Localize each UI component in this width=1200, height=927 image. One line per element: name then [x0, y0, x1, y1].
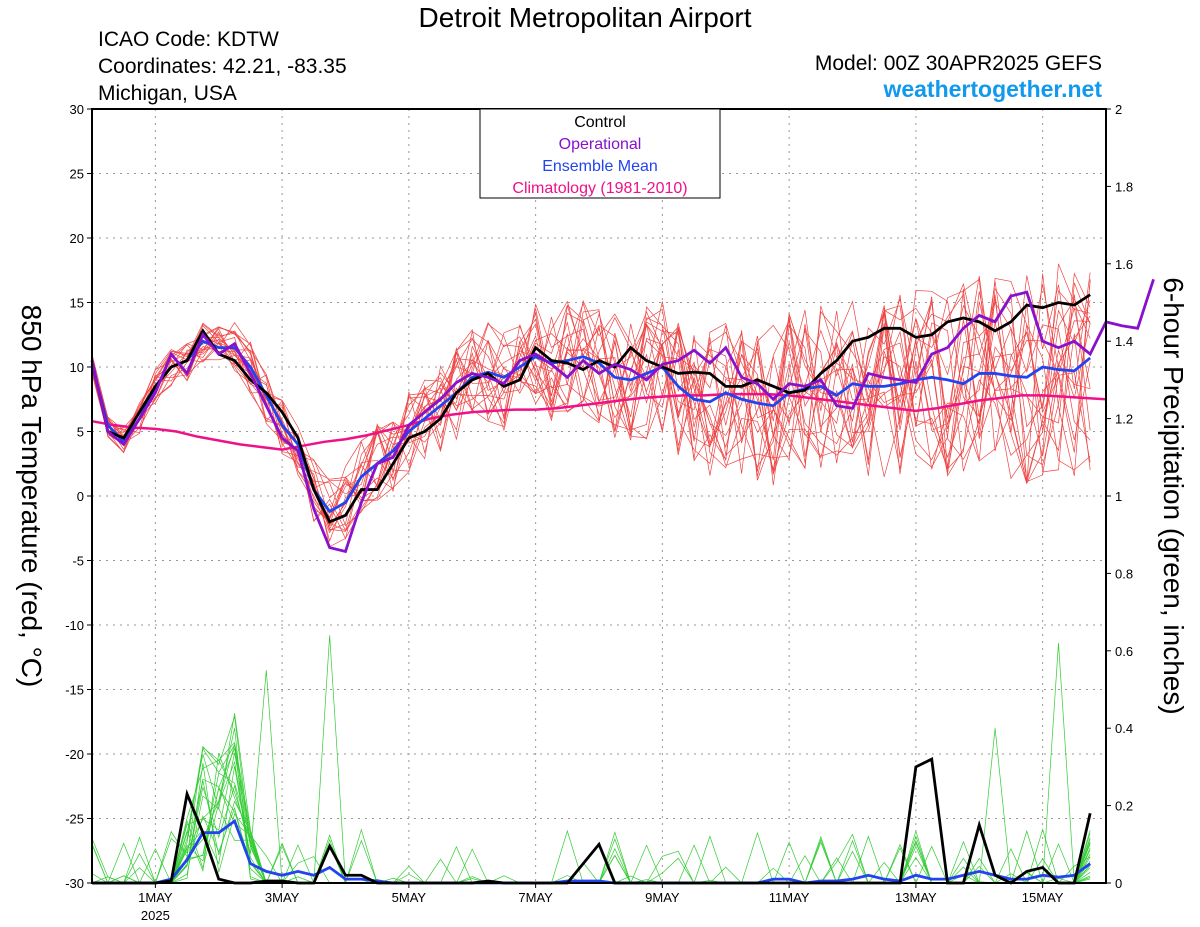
temp-member-line-8 — [91, 272, 1091, 526]
precipitation-members — [91, 635, 1091, 885]
x-tick-label-2: 5MAY — [392, 890, 427, 905]
y-tick-right-label-7: 0.6 — [1115, 644, 1133, 659]
x-tick-label-0: 1MAY — [138, 890, 173, 905]
model-run: Model: 00Z 30APR2025 GEFS — [814, 52, 1102, 75]
precip-control-line — [92, 757, 1092, 885]
axis-ticks: 302520151050-5-10-15-20-25-3021.81.61.41… — [65, 102, 1133, 923]
x-tick-label-4: 9MAY — [645, 890, 680, 905]
y-axis-label-left: 850 hPa Temperature (red, °C) — [16, 305, 47, 688]
chart-title: Detroit Metropolitan Airport — [418, 2, 752, 33]
temp-member-line-11 — [91, 294, 1091, 530]
climatology-line — [91, 392, 1106, 451]
x-tick-label-1: 3MAY — [265, 890, 300, 905]
y-tick-right-label-10: 0 — [1115, 876, 1122, 891]
grid-lines — [92, 109, 1106, 883]
temp-member-line-4 — [91, 263, 1091, 527]
precip-member-line-3 — [92, 635, 1091, 884]
region: Michigan, USA — [98, 82, 237, 105]
temp-member-line-5 — [91, 296, 1091, 532]
y-tick-left-label-2: 20 — [70, 231, 84, 246]
site-link[interactable]: weathertogether.net — [883, 76, 1102, 102]
y-tick-right-label-5: 1 — [1115, 489, 1122, 504]
y-tick-right-label-9: 0.2 — [1115, 799, 1133, 814]
temp-member-line-19 — [91, 311, 1091, 520]
temp-member-line-15 — [91, 273, 1091, 540]
icao-code: ICAO Code: KDTW — [98, 28, 279, 51]
temp-member-line-17 — [91, 278, 1091, 534]
precip-member-line-11 — [92, 643, 1091, 885]
y-tick-right-label-3: 1.4 — [1115, 334, 1133, 349]
temp-member-line-18 — [91, 293, 1091, 499]
legend-box — [479, 108, 721, 199]
temp-member-line-13 — [91, 282, 1091, 487]
y-tick-right-label-8: 0.4 — [1115, 721, 1133, 736]
temp-member-line-7 — [91, 272, 1091, 520]
temp-ensemble-mean-line — [90, 339, 1092, 514]
y-tick-left-label-12: -30 — [65, 876, 84, 891]
temp-member-line-12 — [91, 276, 1091, 548]
y-tick-right-label-4: 1.2 — [1115, 412, 1133, 427]
y-tick-left-label-8: -10 — [65, 618, 84, 633]
precip-member-line-13 — [91, 716, 1091, 884]
legend: Control Operational Ensemble Mean Climat… — [479, 108, 721, 199]
x-tick-label-3: 7MAY — [518, 890, 553, 905]
x-tick-label-6: 13MAY — [895, 890, 937, 905]
y-tick-left-label-3: 15 — [70, 296, 84, 311]
legend-control: Control — [574, 114, 626, 131]
y-tick-right-label-6: 0.8 — [1115, 566, 1133, 581]
y-tick-left-label-0: 30 — [70, 102, 84, 117]
y-axis-label-right: 6-hour Precipitation (green, inches) — [1158, 277, 1189, 714]
legend-ensemble-mean: Ensemble Mean — [542, 158, 658, 175]
precip-ensemble-mean-line — [92, 818, 1091, 885]
y-tick-left-label-7: -5 — [72, 554, 84, 569]
y-tick-right-label-1: 1.8 — [1115, 179, 1133, 194]
y-tick-left-label-5: 5 — [77, 425, 84, 440]
x-tick-label-7: 15MAY — [1022, 890, 1064, 905]
y-tick-right-label-0: 2 — [1115, 102, 1122, 117]
y-tick-left-label-1: 25 — [70, 167, 84, 182]
y-tick-left-label-9: -15 — [65, 683, 84, 698]
x-tick-label-5: 11MAY — [769, 890, 810, 905]
legend-operational: Operational — [559, 136, 642, 153]
temp-control-line — [90, 293, 1091, 524]
y-tick-left-label-6: 0 — [77, 489, 84, 504]
coordinates: Coordinates: 42.21, -83.35 — [98, 55, 347, 78]
y-tick-left-label-10: -20 — [65, 747, 84, 762]
temp-operational-line — [90, 278, 1155, 554]
y-tick-left-label-11: -25 — [65, 812, 84, 827]
x-tick-sublabel-0: 2025 — [141, 908, 170, 923]
legend-climatology: Climatology (1981-2010) — [512, 180, 687, 197]
y-tick-right-label-2: 1.6 — [1115, 257, 1133, 272]
y-tick-left-label-4: 10 — [70, 360, 84, 375]
